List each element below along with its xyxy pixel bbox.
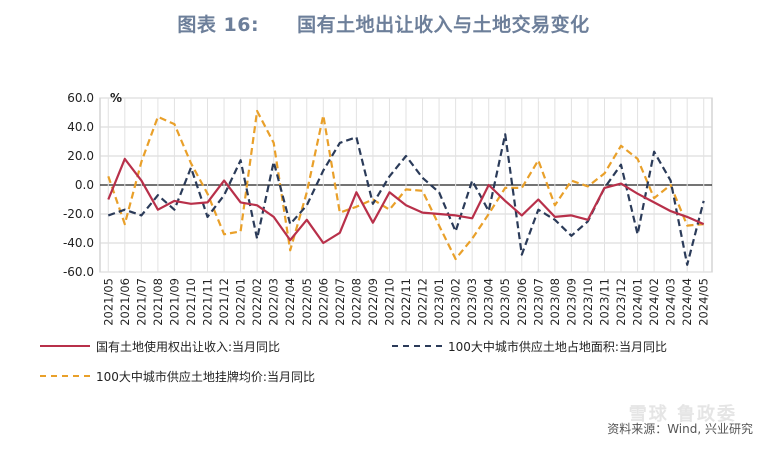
x-tick-label: 2022/10 (382, 278, 396, 326)
x-tick-label: 2021/07 (134, 278, 148, 326)
source-note: 资料来源：Wind, 兴业研究 (607, 422, 753, 436)
x-tick-label: 2022/12 (416, 278, 430, 326)
x-tick-label: 2024/03 (664, 278, 678, 326)
x-tick-label: 2022/07 (333, 278, 347, 326)
x-tick-label: 2023/04 (482, 278, 496, 326)
x-tick-label: 2023/08 (548, 278, 562, 326)
y-tick-label: -20.0 (63, 207, 94, 221)
legend-label-land-price: 100大中城市供应土地挂牌均价:当月同比 (96, 369, 315, 384)
x-tick-label: 2022/06 (316, 278, 330, 326)
x-tick-label: 2023/09 (564, 278, 578, 326)
x-tick-label: 2022/11 (399, 278, 413, 326)
x-tick-label: 2021/12 (217, 278, 231, 326)
x-tick-label: 2023/12 (614, 278, 628, 326)
legend-label-land-area: 100大中城市供应土地占地面积:当月同比 (448, 339, 667, 354)
legend-item-land-revenue: 国有土地使用权出让收入:当月同比 (40, 336, 280, 356)
x-tick-label: 2022/02 (250, 278, 264, 326)
x-tick-label: 2023/07 (531, 278, 545, 326)
series-line-0 (107, 157, 705, 245)
y-tick-label: 40.0 (67, 120, 94, 134)
series-line-2 (107, 109, 704, 261)
chart-title-prefix: 图表 16: (177, 14, 260, 36)
chart-title: 图表 16: 国有土地出让收入与土地交易变化 (0, 10, 767, 36)
x-tick-label: 2023/10 (581, 278, 595, 326)
y-tick-label: -60.0 (63, 265, 94, 279)
x-tick-label: 2023/03 (465, 278, 479, 326)
y-axis-unit-label: % (110, 91, 122, 105)
x-tick-label: 2024/02 (647, 278, 661, 326)
x-tick-label: 2022/08 (349, 278, 363, 326)
x-tick-label: 2022/01 (234, 278, 248, 326)
legend-swatch-land-revenue (40, 345, 90, 347)
x-tick-label: 2024/04 (680, 278, 694, 326)
x-tick-label: 2021/11 (201, 278, 215, 326)
y-tick-label: 20.0 (67, 149, 94, 163)
chart-title-text: 国有土地出让收入与土地交易变化 (297, 14, 590, 36)
x-tick-label: 2022/09 (366, 278, 380, 326)
x-tick-label: 2023/02 (449, 278, 463, 326)
x-tick-label: 2021/09 (167, 278, 181, 326)
legend-swatch-land-price (40, 375, 90, 377)
x-tick-label: 2021/08 (151, 278, 165, 326)
legend-label-land-revenue: 国有土地使用权出让收入:当月同比 (96, 339, 281, 354)
x-tick-label: 2021/06 (118, 278, 132, 326)
x-tick-label: 2022/05 (300, 278, 314, 326)
series-line-1 (107, 133, 705, 266)
x-tick-label: 2021/05 (101, 278, 115, 326)
legend-item-land-area: 100大中城市供应土地占地面积:当月同比 (392, 336, 667, 356)
x-tick-label: 2023/06 (515, 278, 529, 326)
legend-item-land-price: 100大中城市供应土地挂牌均价:当月同比 (40, 366, 315, 386)
x-tick-label: 2024/05 (697, 278, 711, 326)
x-tick-label: 2022/03 (267, 278, 281, 326)
watermark: 雪球 鲁政委 (628, 404, 737, 425)
x-tick-label: 2023/05 (498, 278, 512, 326)
legend-swatch-land-area (392, 345, 442, 347)
y-tick-label: 60.0 (67, 91, 94, 105)
x-tick-label: 2024/01 (631, 278, 645, 326)
x-tick-label: 2023/11 (597, 278, 611, 326)
x-tick-label: 2021/10 (184, 278, 198, 326)
x-tick-label: 2023/01 (432, 278, 446, 326)
y-tick-label: 0.0 (75, 178, 94, 192)
x-tick-label: 2022/04 (283, 278, 297, 326)
y-tick-label: -40.0 (63, 236, 94, 250)
